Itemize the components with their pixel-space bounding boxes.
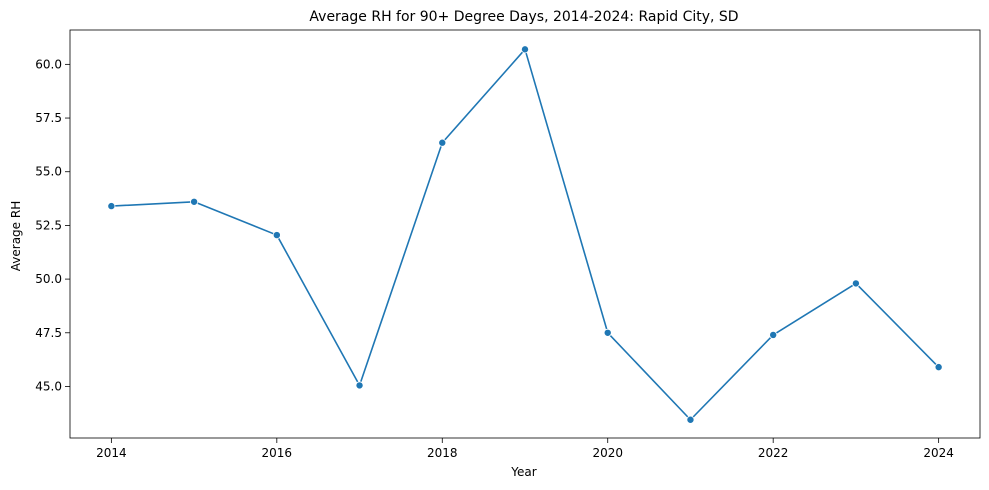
plot-area: 2014 2016 2018 2020 2022 2024 45.0 47.5 50.0 52.5… <box>35 29 981 460</box>
x-tick-label: 2016 <box>262 446 293 460</box>
y-tick-label: 57.5 <box>35 111 62 125</box>
data-point <box>438 138 447 147</box>
y-tick-label: 60.0 <box>35 57 62 71</box>
series-line <box>111 48 940 421</box>
data-point <box>355 381 364 390</box>
y-tick-label: 52.5 <box>35 218 62 232</box>
data-point <box>851 279 860 288</box>
data-point <box>603 328 612 337</box>
x-axis-label: Year <box>510 465 536 479</box>
y-axis-label: Average RH <box>9 201 23 271</box>
y-tick-label: 50.0 <box>35 272 62 286</box>
data-point <box>107 202 116 211</box>
y-tick-label: 45.0 <box>35 379 62 393</box>
data-point <box>934 363 943 372</box>
data-point <box>686 415 695 424</box>
y-tick-label: 47.5 <box>35 326 62 340</box>
x-tick-label: 2024 <box>923 446 954 460</box>
x-tick-label: 2014 <box>96 446 127 460</box>
data-point <box>521 45 530 54</box>
x-tick-label: 2022 <box>758 446 789 460</box>
data-point <box>190 197 199 206</box>
chart-title: Average RH for 90+ Degree Days, 2014-202… <box>309 9 738 25</box>
x-tick-label: 2018 <box>427 446 458 460</box>
x-tick-label: 2020 <box>592 446 623 460</box>
plot-frame <box>69 29 981 439</box>
y-tick-label: 55.0 <box>35 165 62 179</box>
data-point <box>272 231 281 240</box>
data-point <box>769 330 778 339</box>
